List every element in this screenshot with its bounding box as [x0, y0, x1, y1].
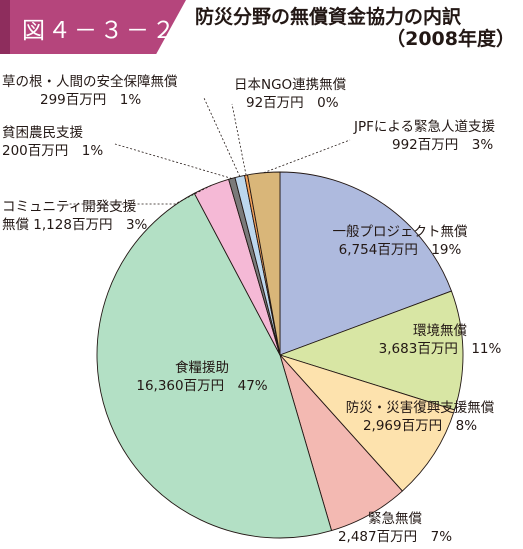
figure-badge-accent — [0, 0, 10, 54]
slice-label-value: 992百万円 3% — [392, 137, 493, 153]
slice-label-value: 2,969百万円 8% — [363, 418, 477, 434]
figure-badge — [0, 0, 186, 54]
slice-label-value: 3,683百万円 11% — [379, 341, 502, 357]
slice-label-name: 緊急無償 — [368, 511, 422, 527]
slice-label-value: 6,754百万円 19% — [339, 242, 462, 258]
slice-label-value: 92百万円 0% — [246, 95, 339, 111]
pie-slice — [279, 354, 456, 492]
slice-label-name: 防災・災害復興支援無償 — [346, 399, 495, 416]
slice-label-name: JPFによる緊急人道支援 — [353, 119, 495, 135]
pie-slice — [279, 290, 464, 411]
slice-label-name: 草の根・人間の安全保障無償 — [2, 73, 178, 90]
slice-label-value: 200百万円 1% — [2, 143, 103, 159]
chart-header: 図４－３－２ 防災分野の無償資金協力の内訳 （2008年度） — [0, 0, 523, 54]
pie-slice — [96, 192, 332, 539]
leader-line — [114, 143, 232, 179]
chart-title: 防災分野の無償資金協力の内訳 （2008年度） — [195, 6, 515, 50]
leader-line — [69, 185, 212, 206]
figure-number: 図４－３－２ — [22, 18, 178, 44]
pie-slice — [279, 171, 452, 356]
slice-label-value: 2,487百万円 7% — [338, 529, 452, 545]
slice-label-name: 貧困農民支援 — [2, 125, 83, 141]
chart-title-main: 防災分野の無償資金協力の内訳 — [195, 6, 462, 28]
chart-title-year: （2008年度） — [386, 28, 515, 50]
slice-label-value: 無償 1,128百万円 3% — [2, 217, 148, 233]
slice-label-name: 一般プロジェクト無償 — [333, 224, 468, 240]
leader-line — [263, 139, 351, 174]
slice-label-name: 環境無償 — [413, 323, 467, 339]
slice-label-name: 日本NGO連携無償 — [234, 77, 347, 93]
slice-label-name: コミュニティ開発支援 — [2, 199, 137, 215]
slice-label-value: 16,360百万円 47% — [136, 378, 267, 394]
leader-line — [231, 103, 247, 176]
slice-label-value: 299百万円 1% — [40, 92, 141, 108]
leader-line — [203, 97, 241, 177]
slice-label-name: 食糧援助 — [175, 359, 229, 376]
